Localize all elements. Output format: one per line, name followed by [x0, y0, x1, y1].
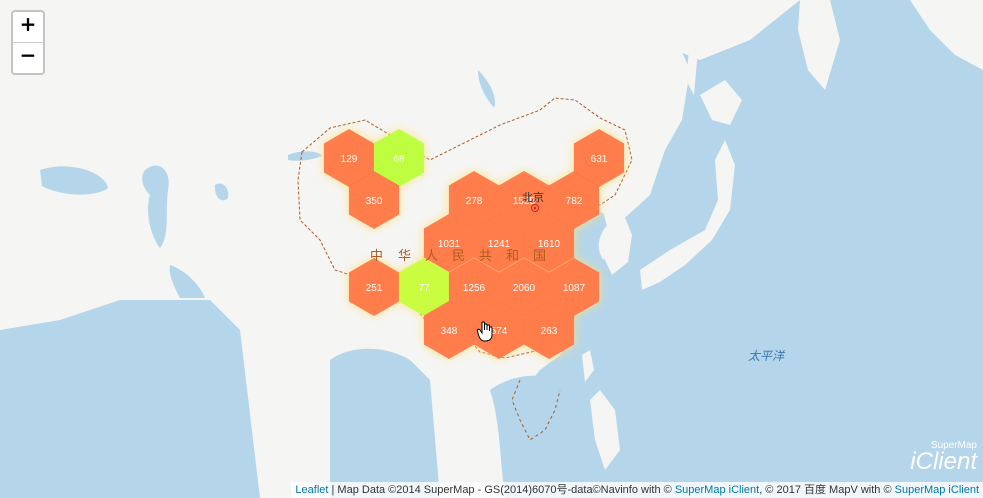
logo-brand: SuperMap	[930, 440, 977, 451]
hexbin-value-label: 278	[466, 196, 483, 207]
hexbin-shape[interactable]	[473, 301, 525, 359]
hexbin-shape[interactable]	[373, 129, 425, 187]
hexbin-shape[interactable]	[548, 258, 600, 316]
caspian-sea	[142, 165, 169, 248]
hexbin-value-label: 631	[591, 154, 608, 165]
leaflet-link[interactable]: Leaflet	[295, 484, 329, 496]
hexbin-cell[interactable]: 350	[348, 171, 400, 229]
supermap-iclient-link[interactable]: SuperMap iClient	[894, 484, 979, 496]
hexbin-shape[interactable]	[423, 214, 475, 272]
hexbin-cell[interactable]: 1256	[448, 258, 500, 316]
country-char: 人	[425, 249, 438, 264]
hexbin-value-label: 2060	[513, 283, 536, 294]
hexbin-value-label: 782	[566, 196, 583, 207]
hexbin-shape[interactable]	[523, 301, 575, 359]
hexbin-value-label: 1256	[463, 283, 486, 294]
hexbin-value-label: 77	[418, 283, 430, 294]
capital-marker: 北京	[522, 190, 544, 212]
hexbin-cell[interactable]: 263	[523, 301, 575, 359]
hexbin-shape[interactable]	[523, 214, 575, 272]
zoom-in-button[interactable]: +	[19, 12, 37, 36]
hexbin-cell[interactable]: 1610	[523, 214, 575, 272]
supermap-logo: SuperMap iClient	[887, 440, 977, 476]
hexbin-shape[interactable]	[548, 171, 600, 229]
hexbin-value-label: 1610	[538, 239, 561, 250]
hexbin-shape[interactable]	[398, 258, 450, 316]
capital-label: 北京	[522, 190, 544, 204]
hexbin-value-label: 251	[366, 283, 383, 294]
capital-star-icon	[531, 204, 539, 212]
supermap-iclient-link[interactable]: SuperMap iClient	[674, 484, 760, 496]
hexbin-value-label: 574	[491, 326, 508, 337]
hexbin-shape[interactable]	[573, 129, 625, 187]
hexbin-value-label: 1525	[513, 196, 536, 207]
hexbin-cell[interactable]: 348	[423, 301, 475, 359]
hexbin-shape[interactable]	[348, 171, 400, 229]
logo-name: iClient	[910, 448, 977, 475]
country-char: 中	[370, 249, 383, 264]
zoom-control: + −	[11, 10, 45, 75]
hexbin-cell[interactable]: 1241	[473, 214, 525, 272]
hexbin-value-label: 68	[393, 154, 405, 165]
hexbin-value-label: 348	[441, 326, 458, 337]
hexbin-cell[interactable]: 2060	[498, 258, 550, 316]
hand-cursor-icon	[476, 321, 493, 342]
hexbin-shape[interactable]	[448, 171, 500, 229]
hexbin-shape[interactable]	[473, 214, 525, 272]
hexbin-shape[interactable]	[448, 258, 500, 316]
hexbin-layer: 129 68 350 631 278 1525 782 1031 1241 1610 251 77 12…	[323, 129, 625, 359]
hexbin-shape[interactable]	[423, 301, 475, 359]
hexbin-value-label: 1241	[488, 239, 511, 250]
ocean-label: 太平洋	[748, 349, 786, 363]
country-char: 民	[452, 249, 465, 264]
hexbin-value-label: 129	[341, 154, 358, 165]
taiwan	[582, 350, 594, 382]
hexbin-cell[interactable]: 68	[373, 129, 425, 187]
hexbin-value-label: 263	[541, 326, 558, 337]
hexbin-cell[interactable]: 77	[398, 258, 450, 316]
hexbin-shape[interactable]	[498, 171, 550, 229]
hexbin-cell[interactable]: 278	[448, 171, 500, 229]
hexbin-cell[interactable]: 1525	[498, 171, 550, 229]
hexbin-cell[interactable]: 251	[348, 258, 400, 316]
hexbin-cell[interactable]: 631	[573, 129, 625, 187]
zoom-out-button[interactable]: −	[13, 42, 43, 73]
hexbin-cell[interactable]: 574	[473, 301, 525, 359]
country-char: 共	[479, 249, 492, 264]
hexbin-shape[interactable]	[348, 258, 400, 316]
hexbin-cell[interactable]: 1031	[423, 214, 475, 272]
hexbin-shape[interactable]	[498, 258, 550, 316]
hexbin-cell[interactable]: 129	[323, 129, 375, 187]
hexbin-value-label: 350	[366, 196, 383, 207]
hexbin-cell[interactable]: 1087	[548, 258, 600, 316]
country-char: 和	[506, 249, 519, 264]
country-label: 中 华 人 民 共 和 国	[370, 249, 546, 264]
hexbin-value-label: 1087	[563, 283, 586, 294]
attribution-bar: Leaflet | Map Data ©2014 SuperMap - GS(2…	[291, 482, 983, 498]
attribution-text: , © 2017 百度 MapV with ©	[759, 484, 895, 496]
hexbin-shape[interactable]	[323, 129, 375, 187]
attribution-text: | Map Data ©2014 SuperMap - GS(2014)6070…	[328, 484, 675, 496]
hexbin-cell[interactable]: 782	[548, 171, 600, 229]
country-char: 华	[398, 249, 411, 264]
korea	[600, 200, 632, 275]
japan	[640, 140, 735, 290]
country-char: 国	[533, 249, 546, 264]
hexbin-value-label: 1031	[438, 239, 461, 250]
